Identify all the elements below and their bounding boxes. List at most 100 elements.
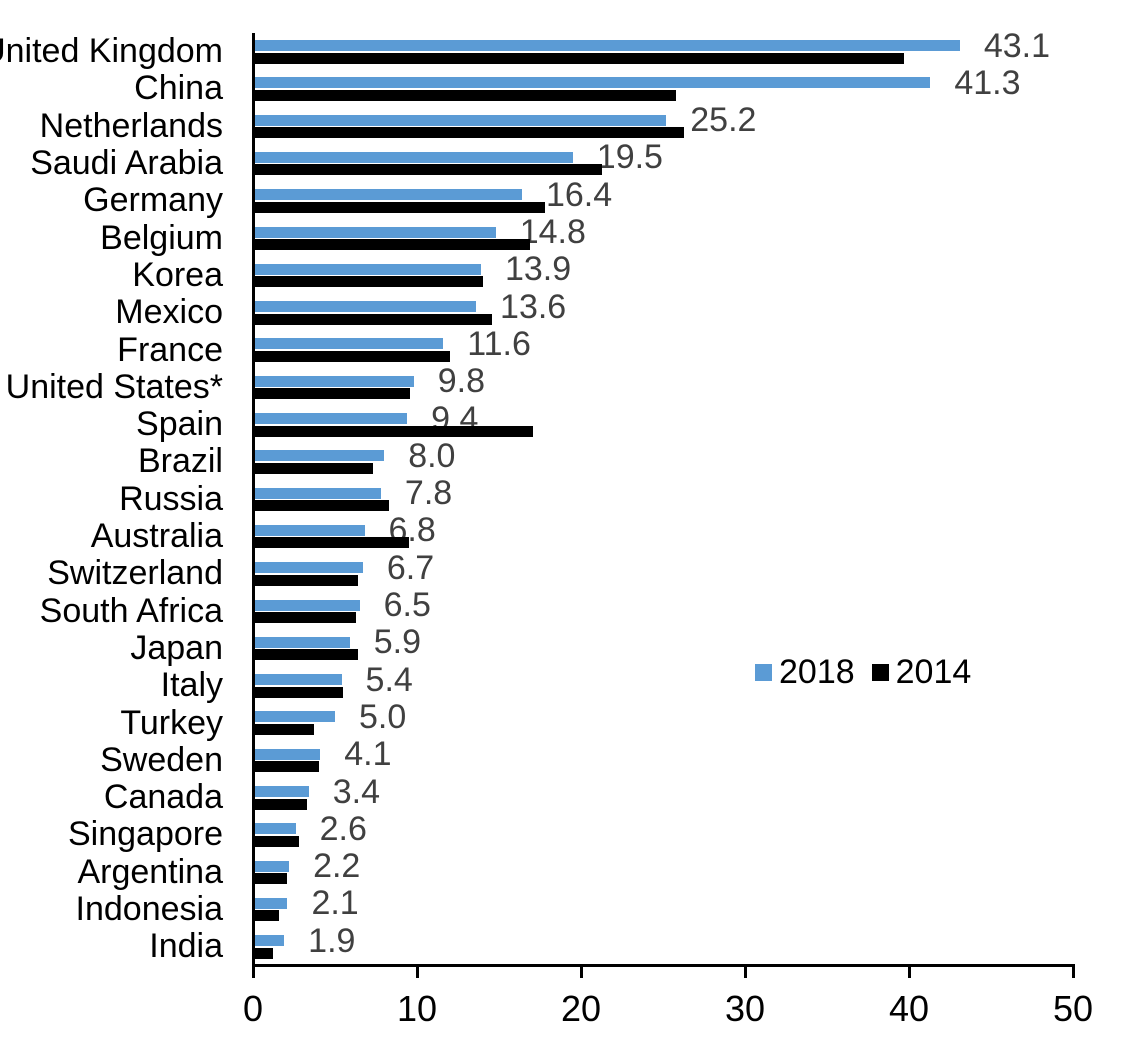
category-label: Canada xyxy=(103,778,223,817)
bar-2018 xyxy=(253,301,477,313)
bar-2018 xyxy=(253,860,290,872)
legend-label-2018: 2018 xyxy=(779,652,855,691)
x-tick-label: 20 xyxy=(560,988,602,1029)
bar-2018 xyxy=(253,450,385,462)
data-label: 11.6 xyxy=(467,324,531,363)
bar-2014 xyxy=(253,89,677,101)
data-label: 8.0 xyxy=(408,436,456,475)
bar-2014 xyxy=(253,761,319,773)
data-label: 9.8 xyxy=(437,362,485,401)
data-label: 4.1 xyxy=(344,735,392,774)
bar-2018 xyxy=(253,151,573,163)
data-label: 19.5 xyxy=(596,138,663,177)
category-label: Indonesia xyxy=(75,890,223,929)
bar-2018 xyxy=(253,189,522,201)
category-label: Korea xyxy=(132,255,223,294)
bar-2014 xyxy=(253,201,545,213)
bar-2014 xyxy=(253,574,358,586)
x-tick-mark xyxy=(251,967,255,978)
category-label: Australia xyxy=(90,517,223,556)
category-label: United States* xyxy=(5,367,223,406)
category-label: United Kingdom xyxy=(0,32,223,71)
bar-2014 xyxy=(253,537,409,549)
category-label: Brazil xyxy=(137,442,223,481)
category-label: Mexico xyxy=(115,293,223,332)
x-tick-label: 50 xyxy=(1052,988,1094,1029)
bar-2014 xyxy=(253,686,344,698)
bar-2018 xyxy=(253,823,296,835)
data-label: 6.7 xyxy=(386,548,435,587)
bar-2018 xyxy=(253,786,309,797)
bar-2014 xyxy=(253,388,411,400)
bar-2018 xyxy=(253,413,408,424)
bar-2018 xyxy=(253,935,285,947)
data-label: 6.5 xyxy=(383,586,431,624)
category-label: Saudi Arabia xyxy=(30,144,223,183)
bar-2018 xyxy=(253,487,381,499)
bar-2014 xyxy=(253,612,357,623)
data-label: 7.8 xyxy=(404,474,453,513)
category-label: China xyxy=(134,69,223,108)
bar-2018 xyxy=(253,114,667,126)
data-label: 43.1 xyxy=(983,26,1051,65)
bar-2018 xyxy=(253,748,321,760)
bar-2014 xyxy=(253,276,483,288)
bar-2014 xyxy=(253,52,905,64)
bar-2014 xyxy=(253,947,273,959)
data-label: 3.4 xyxy=(332,772,381,811)
data-label: 2.1 xyxy=(311,884,359,923)
bar-2014 xyxy=(253,798,308,810)
bar-2018 xyxy=(253,77,931,89)
data-label: 14.8 xyxy=(519,213,586,251)
data-label: 13.6 xyxy=(500,287,567,326)
category-label: Switzerland xyxy=(47,554,223,593)
bar-2018 xyxy=(253,226,496,238)
bar-2018 xyxy=(253,711,335,723)
bar-2014 xyxy=(253,127,685,139)
bar-2014 xyxy=(253,425,534,437)
category-label: Spain xyxy=(136,405,223,444)
x-tick-label: 30 xyxy=(724,988,766,1029)
bar-2018 xyxy=(253,599,360,611)
x-tick-label: 0 xyxy=(242,988,264,1029)
bar-2014 xyxy=(253,649,358,661)
legend-swatch-2018 xyxy=(755,663,772,681)
bar-2014 xyxy=(253,462,373,474)
category-label: France xyxy=(117,330,223,369)
bar-2014 xyxy=(253,835,299,847)
data-label: 25.2 xyxy=(690,101,757,140)
x-tick-mark xyxy=(743,967,747,978)
legend-label-2014: 2014 xyxy=(895,652,972,691)
bar-2014 xyxy=(253,500,390,512)
x-tick-mark xyxy=(579,967,583,978)
bar-2018 xyxy=(253,40,960,51)
category-label: South Africa xyxy=(39,591,223,630)
bar-2018 xyxy=(253,674,342,686)
category-label: Japan xyxy=(130,628,223,667)
x-tick-label: 10 xyxy=(396,988,438,1029)
data-label: 5.4 xyxy=(365,660,413,699)
bar-2014 xyxy=(253,313,493,325)
x-axis-line xyxy=(251,964,1075,967)
data-label: 1.9 xyxy=(308,921,356,960)
bar-2018 xyxy=(253,897,288,909)
bar-2018 xyxy=(253,562,363,574)
category-label: Turkey xyxy=(120,703,223,742)
bar-2018 xyxy=(253,375,414,387)
data-label: 5.9 xyxy=(373,623,422,662)
legend: 2018 2014 xyxy=(755,653,971,691)
bar-2014 xyxy=(253,164,603,176)
legend-swatch-2014 xyxy=(871,663,889,681)
data-label: 41.3 xyxy=(954,63,1021,102)
category-label: Germany xyxy=(83,181,223,220)
bar-2018 xyxy=(253,636,350,648)
data-label: 16.4 xyxy=(545,175,613,214)
bar-2014 xyxy=(253,350,450,362)
data-label: 2.6 xyxy=(319,809,367,848)
category-label: Sweden xyxy=(100,740,223,779)
bar-2014 xyxy=(253,910,280,922)
legend-entry-2018: 2018 xyxy=(755,653,855,692)
category-label: Argentina xyxy=(77,852,223,891)
category-label: Netherlands xyxy=(39,106,223,145)
